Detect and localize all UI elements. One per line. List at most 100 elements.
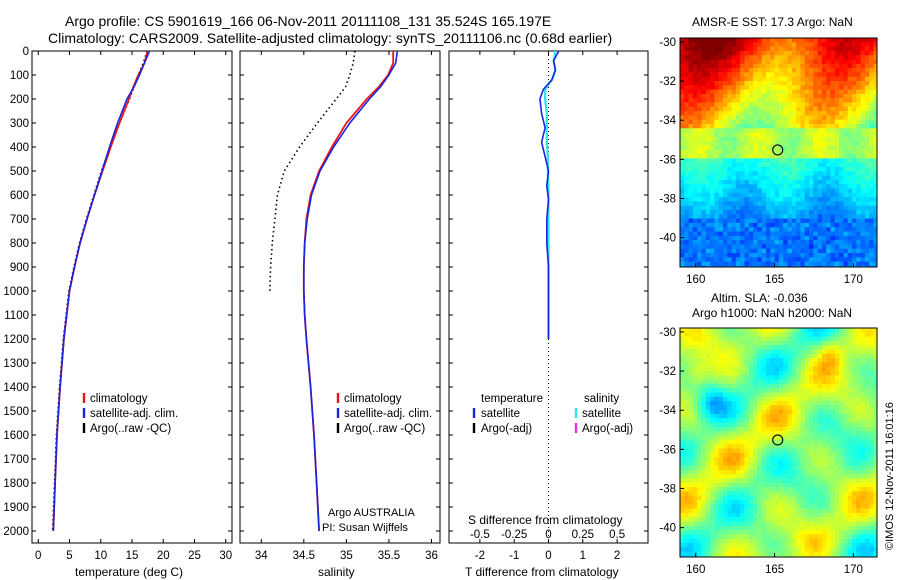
- heatmap-cell: [735, 257, 741, 262]
- heatmap-cell: [839, 405, 844, 411]
- heatmap-cell: [684, 98, 689, 103]
- heatmap-cell: [778, 141, 784, 146]
- heatmap-cell: [688, 149, 694, 155]
- heatmap-cell: [735, 93, 741, 99]
- heatmap-cell: [843, 379, 849, 385]
- heatmap-cell: [710, 210, 715, 215]
- heatmap-cell: [821, 257, 827, 262]
- heatmap-cell: [744, 257, 750, 262]
- heatmap-cell: [852, 76, 857, 82]
- heatmap-cell: [718, 383, 724, 389]
- heatmap-cell: [813, 38, 818, 43]
- heatmap-cell: [856, 205, 861, 211]
- heatmap-cell: [761, 379, 767, 385]
- heatmap-cell: [843, 248, 849, 254]
- heatmap-cell: [757, 222, 763, 228]
- heatmap-cell: [791, 149, 797, 155]
- heatmap-cell: [744, 145, 750, 151]
- heatmap-cell: [843, 401, 849, 406]
- heatmap-cell: [796, 235, 801, 241]
- heatmap-cell: [740, 162, 745, 168]
- heatmap-cell: [701, 244, 707, 250]
- heatmap-cell: [830, 362, 836, 368]
- heatmap-cell: [714, 76, 720, 82]
- heatmap-cell: [697, 525, 702, 531]
- heatmap-cell: [774, 457, 780, 462]
- heatmap-cell: [839, 162, 844, 168]
- heatmap-cell: [684, 55, 689, 60]
- heatmap-cell: [766, 184, 771, 189]
- heatmap-cell: [697, 119, 702, 125]
- heatmap-cell: [860, 46, 866, 52]
- heatmap-cell: [710, 188, 715, 194]
- heatmap-cell: [839, 366, 844, 372]
- heatmap-cell: [757, 265, 763, 267]
- y-tick-label: 800: [10, 238, 29, 250]
- heatmap-cell: [869, 197, 874, 202]
- heatmap-cell: [791, 375, 797, 380]
- heatmap-cell: [843, 461, 849, 466]
- heatmap-cell: [860, 227, 866, 232]
- heatmap-cell: [813, 392, 818, 398]
- heatmap-cell: [804, 375, 810, 380]
- heatmap-cell: [821, 179, 827, 185]
- heatmap-cell: [731, 81, 737, 86]
- heatmap-cell: [839, 81, 844, 86]
- heatmap-cell: [804, 235, 810, 241]
- heatmap-cell: [821, 98, 827, 103]
- heatmap-cell: [714, 469, 720, 475]
- heatmap-cell: [731, 261, 737, 267]
- heatmap-cell: [710, 222, 715, 228]
- heatmap-cell: [740, 336, 745, 342]
- heatmap-cell: [705, 81, 711, 86]
- heatmap-cell: [869, 444, 874, 449]
- heatmap-cell: [809, 205, 814, 211]
- heatmap-cell: [735, 222, 741, 228]
- heatmap-cell: [787, 149, 793, 155]
- heatmap-cell: [834, 201, 840, 207]
- heatmap-cell: [839, 340, 844, 346]
- heatmap-cell: [748, 42, 754, 47]
- heatmap-cell: [757, 340, 763, 346]
- heatmap-cell: [701, 517, 707, 522]
- heatmap-cell: [869, 495, 874, 501]
- heatmap-cell: [718, 461, 724, 466]
- heatmap-cell: [834, 141, 840, 146]
- heatmap-cell: [860, 261, 866, 267]
- heatmap-cell: [710, 231, 715, 237]
- heatmap-cell: [860, 439, 866, 445]
- heatmap-cell: [873, 439, 877, 445]
- heatmap-cell: [701, 362, 707, 368]
- heatmap-cell: [774, 491, 780, 497]
- heatmap-cell: [727, 171, 732, 176]
- heatmap-cell: [680, 132, 685, 138]
- heatmap-cell: [796, 171, 801, 176]
- heatmap-cell: [697, 154, 702, 159]
- heatmap-cell: [740, 184, 745, 189]
- heatmap-cell: [864, 349, 870, 355]
- heatmap-cell: [778, 72, 784, 78]
- heatmap-cell: [826, 76, 831, 82]
- heatmap-cell: [740, 534, 745, 540]
- heatmap-cell: [714, 68, 720, 73]
- heatmap-cell: [753, 188, 758, 194]
- heatmap-cell: [697, 336, 702, 342]
- heatmap-cell: [718, 93, 724, 99]
- heatmap-cell: [778, 42, 784, 47]
- heatmap-cell: [800, 435, 806, 441]
- heatmap-cell: [821, 439, 827, 445]
- heatmap-cell: [796, 388, 801, 393]
- heatmap-cell: [723, 457, 728, 462]
- heatmap-cell: [813, 89, 818, 95]
- heatmap-cell: [860, 452, 866, 458]
- heatmap-cell: [830, 253, 836, 258]
- heatmap-cell: [809, 353, 814, 359]
- heatmap-cell: [723, 42, 728, 47]
- heatmap-cell: [856, 426, 861, 432]
- heatmap-cell: [817, 158, 823, 164]
- heatmap-cell: [783, 491, 788, 497]
- heatmap-cell: [783, 362, 788, 368]
- heatmap-cell: [770, 253, 775, 258]
- heatmap-cell: [817, 375, 823, 380]
- heatmap-cell: [684, 414, 689, 419]
